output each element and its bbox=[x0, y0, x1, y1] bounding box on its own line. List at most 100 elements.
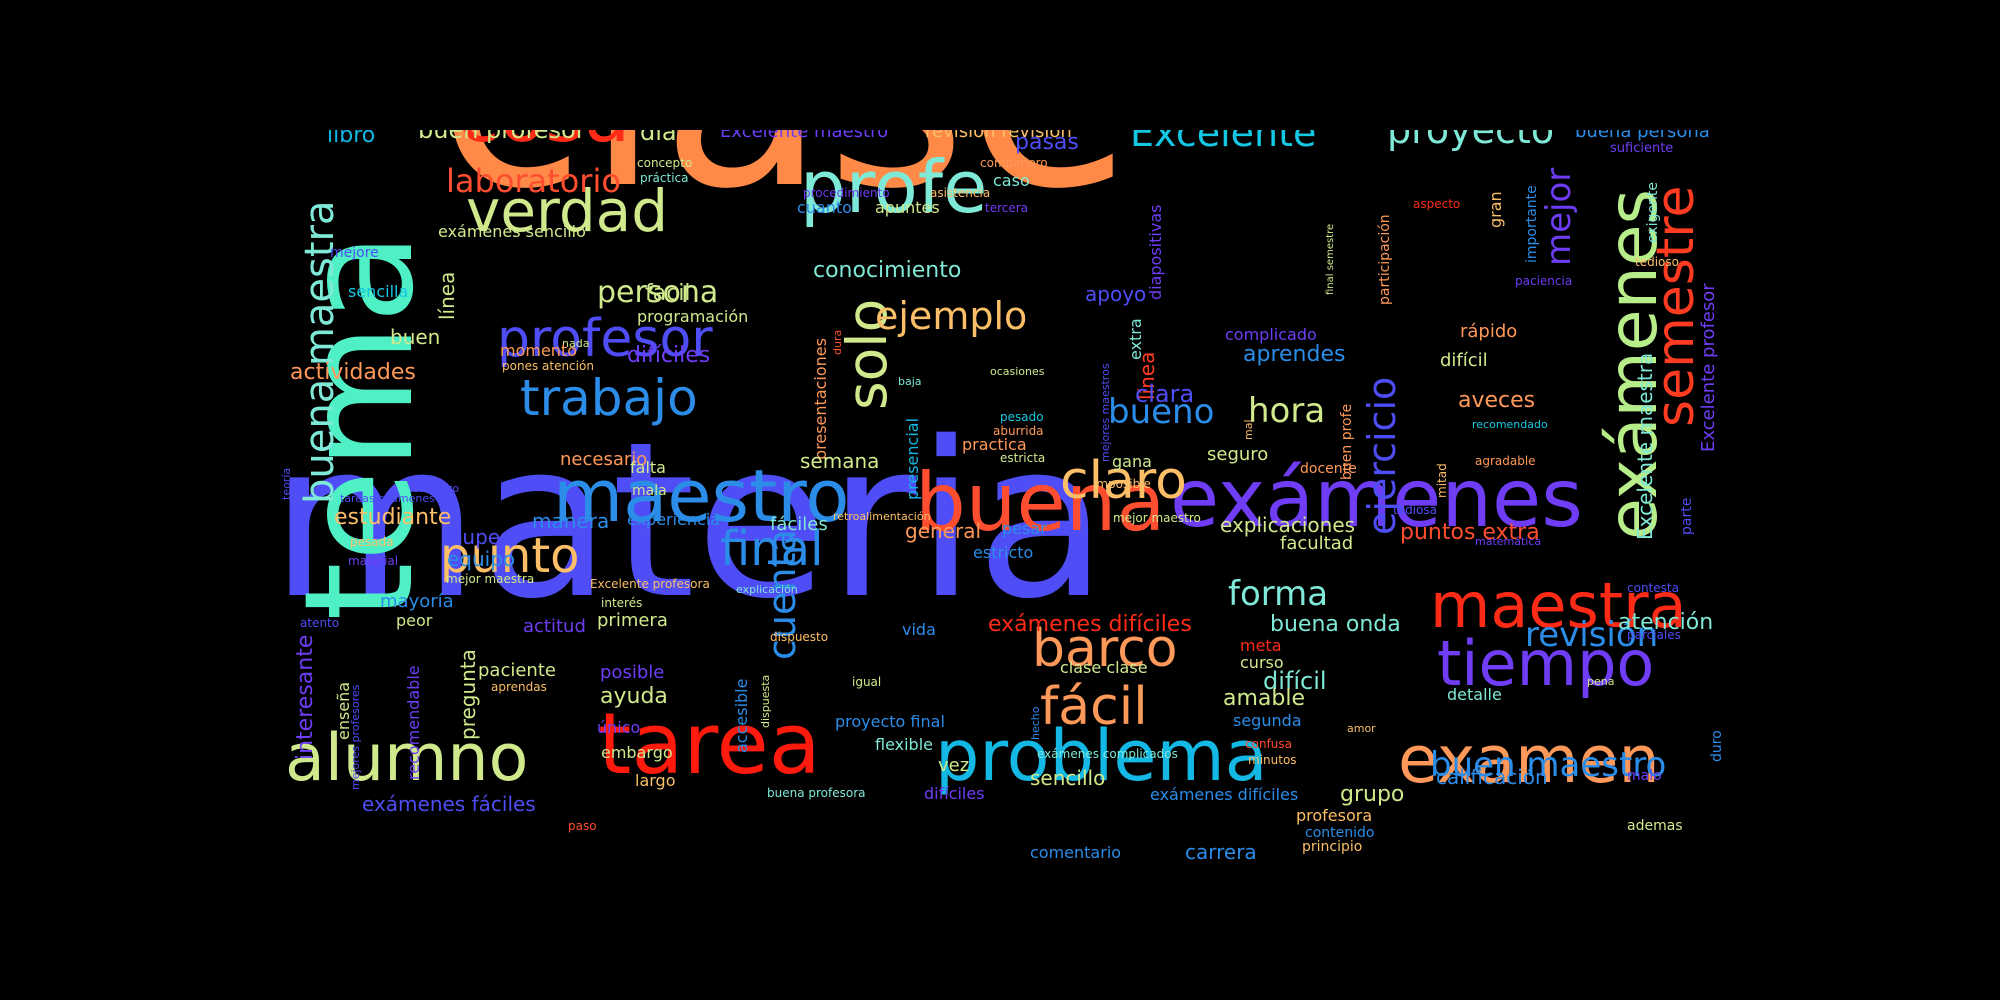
cloud-word: explicaciones bbox=[1220, 513, 1356, 537]
cloud-word: amor bbox=[1347, 722, 1376, 736]
cloud-word: equipo bbox=[447, 547, 516, 571]
cloud-word: detalle bbox=[1447, 685, 1502, 705]
cloud-word: ejemplo bbox=[875, 293, 1028, 338]
cloud-word: exámenes difíciles bbox=[1150, 785, 1299, 805]
cloud-word: meta bbox=[1240, 636, 1282, 656]
cloud-word: practica bbox=[962, 435, 1027, 455]
cloud-word: buen maestro bbox=[1430, 744, 1667, 785]
cloud-word: recomendable bbox=[404, 665, 423, 780]
cloud-word: tareas exámenes bbox=[340, 492, 435, 506]
cloud-word: buena onda bbox=[1270, 612, 1401, 638]
cloud-word: revisión revisión bbox=[925, 130, 1072, 142]
cloud-word: clase clase bbox=[1060, 658, 1148, 678]
cloud-word: problema bbox=[935, 715, 1268, 797]
cloud-word: aprendes bbox=[1243, 342, 1346, 368]
cloud-word: exigente bbox=[1645, 181, 1661, 243]
cloud-word: manera bbox=[532, 509, 610, 533]
cloud-word: explicación bbox=[736, 583, 798, 597]
cloud-word: clara bbox=[1135, 379, 1195, 408]
cloud-word: exámenes sencillo bbox=[438, 222, 586, 242]
cloud-word: experiencia bbox=[627, 510, 721, 530]
cloud-word: final bbox=[720, 520, 824, 577]
cloud-word: embargo bbox=[601, 743, 673, 763]
cloud-word: clase bbox=[437, 130, 1133, 226]
cloud-word: aburrida bbox=[993, 424, 1044, 439]
cloud-word: mala bbox=[632, 482, 667, 499]
cloud-word: difíciles bbox=[627, 343, 711, 369]
cloud-word: material bbox=[348, 554, 399, 569]
cloud-word: estricta bbox=[1000, 451, 1046, 466]
cloud-word: mayoría bbox=[380, 590, 454, 612]
cloud-word: forma bbox=[1228, 573, 1329, 614]
cloud-word: comentario bbox=[1030, 843, 1122, 863]
cloud-word: paciente bbox=[478, 659, 556, 681]
cloud-word: programación bbox=[637, 307, 749, 327]
cloud-word: presentaciones bbox=[811, 338, 830, 460]
cloud-word: tiempo bbox=[1437, 627, 1655, 701]
cloud-word: verdad bbox=[466, 176, 669, 245]
cloud-word: atención bbox=[1618, 610, 1714, 636]
cloud-word: contenido bbox=[1305, 824, 1375, 841]
cloud-word: atento bbox=[300, 616, 340, 631]
cloud-word: persona bbox=[597, 275, 719, 310]
cloud-word: revisión bbox=[1525, 614, 1659, 655]
cloud-word: Excelente maestro bbox=[720, 130, 889, 142]
cloud-word: profe bbox=[800, 145, 988, 230]
cloud-word: buen profesor bbox=[418, 130, 586, 142]
cloud-word: fácil bbox=[1040, 677, 1148, 738]
cloud-word: exámenes bbox=[1170, 452, 1583, 545]
cloud-word: momento bbox=[500, 341, 578, 361]
cloud-word: mejor maestra bbox=[446, 572, 535, 587]
cloud-word: tediosa bbox=[1393, 503, 1437, 518]
cloud-word: pregunta bbox=[456, 649, 480, 740]
cloud-word: único bbox=[597, 718, 641, 738]
cloud-word: semana bbox=[800, 449, 880, 473]
cloud-word: mejores profesores bbox=[349, 684, 362, 790]
cloud-word: veces bbox=[723, 130, 960, 141]
cloud-word: sencillo bbox=[1030, 766, 1106, 790]
cloud-word: parciales bbox=[1627, 628, 1681, 643]
cloud-word: dispuesta bbox=[759, 674, 772, 728]
cloud-word: barco bbox=[1032, 619, 1178, 680]
cloud-word: puntos extra bbox=[1400, 520, 1540, 546]
cloud-word: ocasiones bbox=[990, 365, 1045, 379]
cloud-word: difíciles bbox=[924, 784, 985, 804]
cloud-word: accesible bbox=[732, 678, 751, 753]
cloud-word: actitud bbox=[523, 615, 586, 637]
cloud-word: Excelente bbox=[1130, 130, 1317, 155]
cloud-word: Excelente maestra bbox=[1633, 352, 1657, 540]
cloud-word: final semestre bbox=[1325, 223, 1336, 295]
cloud-word: peor bbox=[396, 611, 433, 631]
cloud-word: parte bbox=[1679, 497, 1695, 535]
cloud-word: amable bbox=[1223, 686, 1306, 712]
cloud-word: participación bbox=[1377, 214, 1393, 305]
cloud-word: trabajo bbox=[520, 369, 698, 427]
cloud-word: ayuda bbox=[600, 684, 668, 710]
cloud-word: aprendas bbox=[491, 680, 547, 695]
cloud-word: primera bbox=[597, 609, 668, 631]
cloud-word: importante bbox=[1524, 185, 1540, 263]
cloud-word: diapositivas bbox=[1146, 204, 1165, 300]
cloud-word: duda bbox=[1026, 130, 1429, 143]
cloud-word: pena bbox=[1587, 675, 1615, 689]
cloud-word: línea bbox=[435, 271, 459, 320]
cloud-word: libro bbox=[327, 130, 376, 149]
cloud-word: paciencia bbox=[1515, 274, 1573, 289]
cloud-word: tarea bbox=[598, 695, 821, 794]
cloud-word: buena bbox=[915, 456, 1166, 549]
cloud-word: facil bbox=[645, 281, 691, 307]
cloud-word: complicado bbox=[1225, 325, 1317, 345]
cloud-word: pesar bbox=[1002, 519, 1047, 539]
cloud-word: buena profesora bbox=[767, 786, 866, 801]
cloud-word: gran bbox=[1486, 191, 1505, 228]
cloud-word: mitad bbox=[1435, 463, 1449, 498]
cloud-word: maestra bbox=[1430, 569, 1687, 643]
word-cloud: clasemateriadudatemaexámenesbuenaexámene… bbox=[270, 130, 1730, 870]
cloud-word: imposible bbox=[1093, 477, 1151, 492]
cloud-word: difícil bbox=[1263, 666, 1327, 695]
cloud-word: materia bbox=[270, 395, 1108, 646]
cloud-word: sencilla bbox=[348, 282, 409, 302]
cloud-word: exámenes difíciles bbox=[988, 612, 1192, 638]
cloud-word: contesta bbox=[1627, 581, 1679, 596]
cloud-word: proyecto final bbox=[835, 712, 945, 732]
